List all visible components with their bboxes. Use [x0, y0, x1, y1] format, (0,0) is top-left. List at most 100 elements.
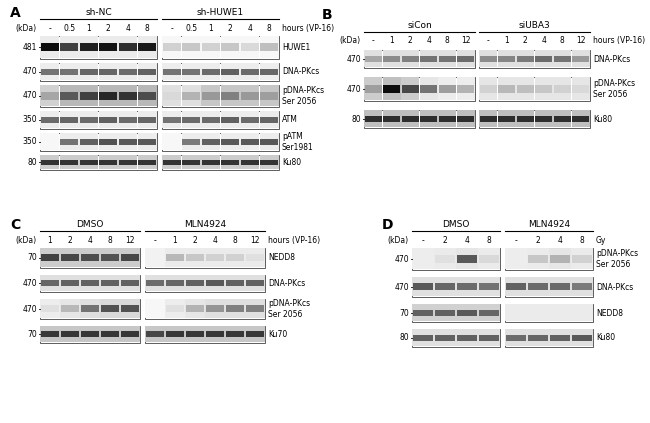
Bar — [205, 280, 224, 286]
Bar — [60, 36, 79, 58]
Bar — [571, 335, 592, 341]
Text: 1: 1 — [209, 24, 213, 33]
Bar — [145, 248, 265, 268]
Text: 4: 4 — [558, 236, 562, 245]
Bar — [553, 50, 571, 68]
Bar — [412, 329, 500, 347]
Bar — [480, 85, 497, 93]
Bar — [99, 112, 118, 129]
Bar — [162, 85, 279, 107]
Text: siUBA3: siUBA3 — [519, 21, 551, 30]
Bar — [478, 248, 499, 269]
Bar — [456, 283, 477, 291]
Bar — [99, 117, 117, 123]
Bar — [478, 335, 499, 341]
Bar — [246, 305, 264, 313]
Bar — [202, 160, 220, 165]
Text: -: - — [515, 236, 517, 245]
Bar — [439, 56, 456, 62]
Bar — [517, 85, 534, 93]
Bar — [40, 36, 59, 58]
Text: 350: 350 — [22, 137, 37, 146]
Bar — [162, 36, 181, 58]
Text: -: - — [153, 236, 157, 245]
Bar — [182, 44, 200, 52]
Bar — [534, 77, 552, 101]
Bar — [364, 50, 382, 68]
Text: 8: 8 — [145, 24, 150, 33]
Bar — [60, 327, 79, 343]
Text: 12: 12 — [250, 236, 260, 245]
Bar — [259, 156, 278, 170]
Text: 8: 8 — [580, 236, 584, 245]
Bar — [402, 56, 419, 62]
Bar — [364, 77, 382, 101]
Bar — [420, 85, 437, 93]
Bar — [412, 248, 434, 269]
Text: hours (VP-16): hours (VP-16) — [282, 24, 334, 33]
Bar — [205, 254, 224, 261]
Bar — [527, 248, 549, 269]
Bar — [505, 305, 526, 321]
Bar — [40, 92, 58, 100]
Bar — [60, 280, 79, 286]
Bar — [138, 112, 157, 129]
Bar — [240, 112, 259, 129]
Text: pDNA-PKcs
Ser 2056: pDNA-PKcs Ser 2056 — [282, 86, 324, 106]
Text: 4: 4 — [465, 236, 469, 245]
Bar — [40, 280, 59, 286]
Bar — [120, 299, 140, 319]
Bar — [185, 254, 204, 261]
Bar — [478, 310, 499, 316]
Bar — [240, 139, 259, 145]
Bar — [40, 85, 59, 107]
Bar — [527, 330, 549, 346]
Bar — [60, 254, 79, 261]
Bar — [99, 134, 118, 151]
Bar — [40, 134, 59, 151]
Bar — [554, 116, 571, 122]
Bar — [181, 36, 200, 58]
Bar — [40, 36, 157, 59]
Bar — [571, 277, 593, 297]
Bar — [456, 330, 478, 346]
Bar — [553, 110, 571, 127]
Bar — [401, 50, 419, 68]
Bar — [60, 332, 79, 338]
Bar — [60, 134, 79, 151]
Bar — [364, 110, 382, 127]
Bar — [225, 327, 244, 343]
Bar — [185, 275, 205, 291]
Text: 12: 12 — [461, 36, 471, 45]
Bar — [549, 248, 571, 269]
Bar — [166, 332, 184, 338]
Bar — [80, 299, 99, 319]
Bar — [549, 277, 571, 297]
Bar — [382, 50, 400, 68]
Bar — [201, 134, 220, 151]
Bar — [60, 112, 79, 129]
Bar — [412, 305, 434, 321]
Bar — [205, 327, 224, 343]
Bar — [181, 156, 200, 170]
Bar — [220, 63, 239, 80]
Bar — [138, 63, 157, 80]
Bar — [382, 110, 400, 127]
Bar — [434, 283, 455, 291]
Bar — [534, 50, 552, 68]
Bar — [240, 44, 259, 52]
Bar — [434, 330, 456, 346]
Bar — [202, 139, 220, 145]
Bar — [549, 283, 570, 291]
Text: MLN4924: MLN4924 — [184, 220, 226, 229]
Bar — [478, 283, 499, 291]
Bar — [162, 92, 181, 100]
Bar — [505, 277, 526, 297]
Bar — [60, 117, 78, 123]
Text: 8: 8 — [108, 236, 112, 245]
Bar — [60, 248, 79, 267]
Text: 2: 2 — [523, 36, 528, 45]
Text: 470: 470 — [22, 91, 37, 101]
Text: 2: 2 — [68, 236, 72, 245]
Text: DNA-PKcs: DNA-PKcs — [593, 55, 630, 63]
